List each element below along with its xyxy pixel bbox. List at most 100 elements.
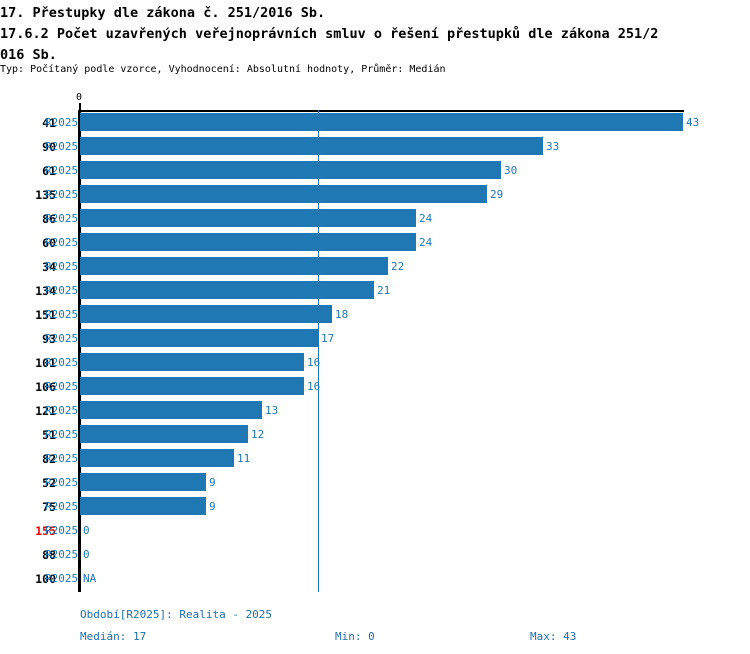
chart-row: 135 R2025 29 — [0, 184, 750, 208]
row-key-label: 60 — [42, 236, 56, 250]
row-period-label: R2025 — [45, 236, 79, 249]
chart-row: 155 R2025 0 — [0, 520, 750, 544]
chart-row: 88 R2025 0 — [0, 544, 750, 568]
row-period-label: R2025 — [45, 164, 79, 177]
bar[interactable] — [80, 401, 262, 419]
row-key-label: 93 — [42, 332, 56, 346]
bar-value-label: 9 — [209, 476, 216, 489]
bar[interactable] — [80, 497, 206, 515]
bar-value-label: 33 — [546, 140, 560, 153]
chart-row: 61 R2025 30 — [0, 160, 750, 184]
bar[interactable] — [80, 449, 234, 467]
row-key-label: 101 — [35, 356, 56, 370]
chart-row: 101 R2025 16 — [0, 352, 750, 376]
bar-value-label: 29 — [490, 188, 504, 201]
bar[interactable] — [80, 281, 374, 299]
bar-value-label: NA — [83, 572, 97, 585]
chart-meta-line: Typ: Počítaný podle vzorce, Vyhodnocení:… — [0, 64, 446, 75]
row-key-label: 134 — [35, 284, 56, 298]
page-title: 17. Přestupky dle zákona č. 251/2016 Sb. — [0, 5, 326, 21]
bar-value-label: 16 — [307, 356, 321, 369]
bar[interactable] — [80, 257, 388, 275]
bar-value-label: 24 — [419, 236, 433, 249]
row-key-label: 51 — [42, 428, 56, 442]
bar[interactable] — [80, 209, 416, 227]
row-key-label: 86 — [42, 212, 56, 226]
bar[interactable] — [80, 185, 487, 203]
bar[interactable] — [80, 473, 206, 491]
chart-row: 93 R2025 17 — [0, 328, 750, 352]
chart-row: 121 R2025 13 — [0, 400, 750, 424]
legend-series-label: Období[R2025]: Realita - 2025 — [80, 608, 273, 621]
chart-row: 86 R2025 24 — [0, 208, 750, 232]
row-period-label: R2025 — [45, 308, 79, 321]
row-key-label: 100 — [35, 572, 56, 586]
median-reference-line — [318, 110, 319, 592]
bar[interactable] — [80, 425, 248, 443]
row-period-label: R2025 — [45, 116, 79, 129]
chart-row: 82 R2025 11 — [0, 448, 750, 472]
chart-row: 75 R2025 9 — [0, 496, 750, 520]
row-period-label: R2025 — [45, 476, 79, 489]
x-axis-tick-label-zero: 0 — [76, 92, 83, 103]
row-period-label: R2025 — [45, 212, 79, 225]
stat-median: Medián: 17 — [80, 630, 147, 643]
row-period-label: R2025 — [45, 356, 79, 369]
bar-value-label: 0 — [83, 548, 90, 561]
x-axis-tick-mark — [79, 103, 81, 111]
row-period-label: R2025 — [45, 140, 79, 153]
row-key-label: 106 — [35, 380, 56, 394]
bar-value-label: 13 — [265, 404, 279, 417]
bar-value-label: 17 — [321, 332, 335, 345]
bar-value-label: 30 — [504, 164, 518, 177]
bar[interactable] — [80, 233, 416, 251]
chart-row: 134 R2025 21 — [0, 280, 750, 304]
stat-max: Max: 43 — [530, 630, 577, 643]
chart-row: 106 R2025 16 — [0, 376, 750, 400]
row-period-label: R2025 — [45, 380, 79, 393]
row-key-label: 121 — [35, 404, 56, 418]
row-key-label: 82 — [42, 452, 56, 466]
bar-value-label: 11 — [237, 452, 251, 465]
row-key-label: 90 — [42, 140, 56, 154]
row-key-label: 61 — [42, 164, 56, 178]
row-period-label: R2025 — [45, 524, 79, 537]
row-key-label: 75 — [42, 500, 56, 514]
bar-value-label: 0 — [83, 524, 90, 537]
y-axis-line — [78, 110, 81, 592]
bar[interactable] — [80, 329, 318, 347]
row-period-label: R2025 — [45, 500, 79, 513]
row-key-label: 34 — [42, 260, 56, 274]
bar[interactable] — [80, 113, 683, 131]
bar-value-label: 21 — [377, 284, 391, 297]
row-period-label: R2025 — [45, 548, 79, 561]
bar-value-label: 12 — [251, 428, 265, 441]
chart-row: 151 R2025 18 — [0, 304, 750, 328]
bar-value-label: 9 — [209, 500, 216, 513]
bar-value-label: 16 — [307, 380, 321, 393]
row-period-label: R2025 — [45, 428, 79, 441]
chart-row: 52 R2025 9 — [0, 472, 750, 496]
bar[interactable] — [80, 377, 304, 395]
chart-row: 34 R2025 22 — [0, 256, 750, 280]
stat-min: Min: 0 — [335, 630, 375, 643]
chart-row: 90 R2025 33 — [0, 136, 750, 160]
bar[interactable] — [80, 137, 543, 155]
row-key-label: 151 — [35, 308, 56, 322]
bar[interactable] — [80, 353, 304, 371]
row-key-label: 135 — [35, 188, 56, 202]
bar[interactable] — [80, 161, 501, 179]
chart-title-block: 17. Přestupky dle zákona č. 251/2016 Sb.… — [0, 0, 750, 65]
bar-value-label: 24 — [419, 212, 433, 225]
bar[interactable] — [80, 305, 332, 323]
row-key-label: 155 — [35, 524, 56, 538]
row-period-label: R2025 — [45, 188, 79, 201]
row-period-label: R2025 — [45, 404, 79, 417]
row-period-label: R2025 — [45, 452, 79, 465]
row-key-label: 88 — [42, 548, 56, 562]
bar-value-label: 22 — [391, 260, 405, 273]
chart-subtitle-line-1: 17.6.2 Počet uzavřených veřejnoprávních … — [0, 26, 659, 42]
bar-value-label: 18 — [335, 308, 349, 321]
row-period-label: R2025 — [45, 332, 79, 345]
